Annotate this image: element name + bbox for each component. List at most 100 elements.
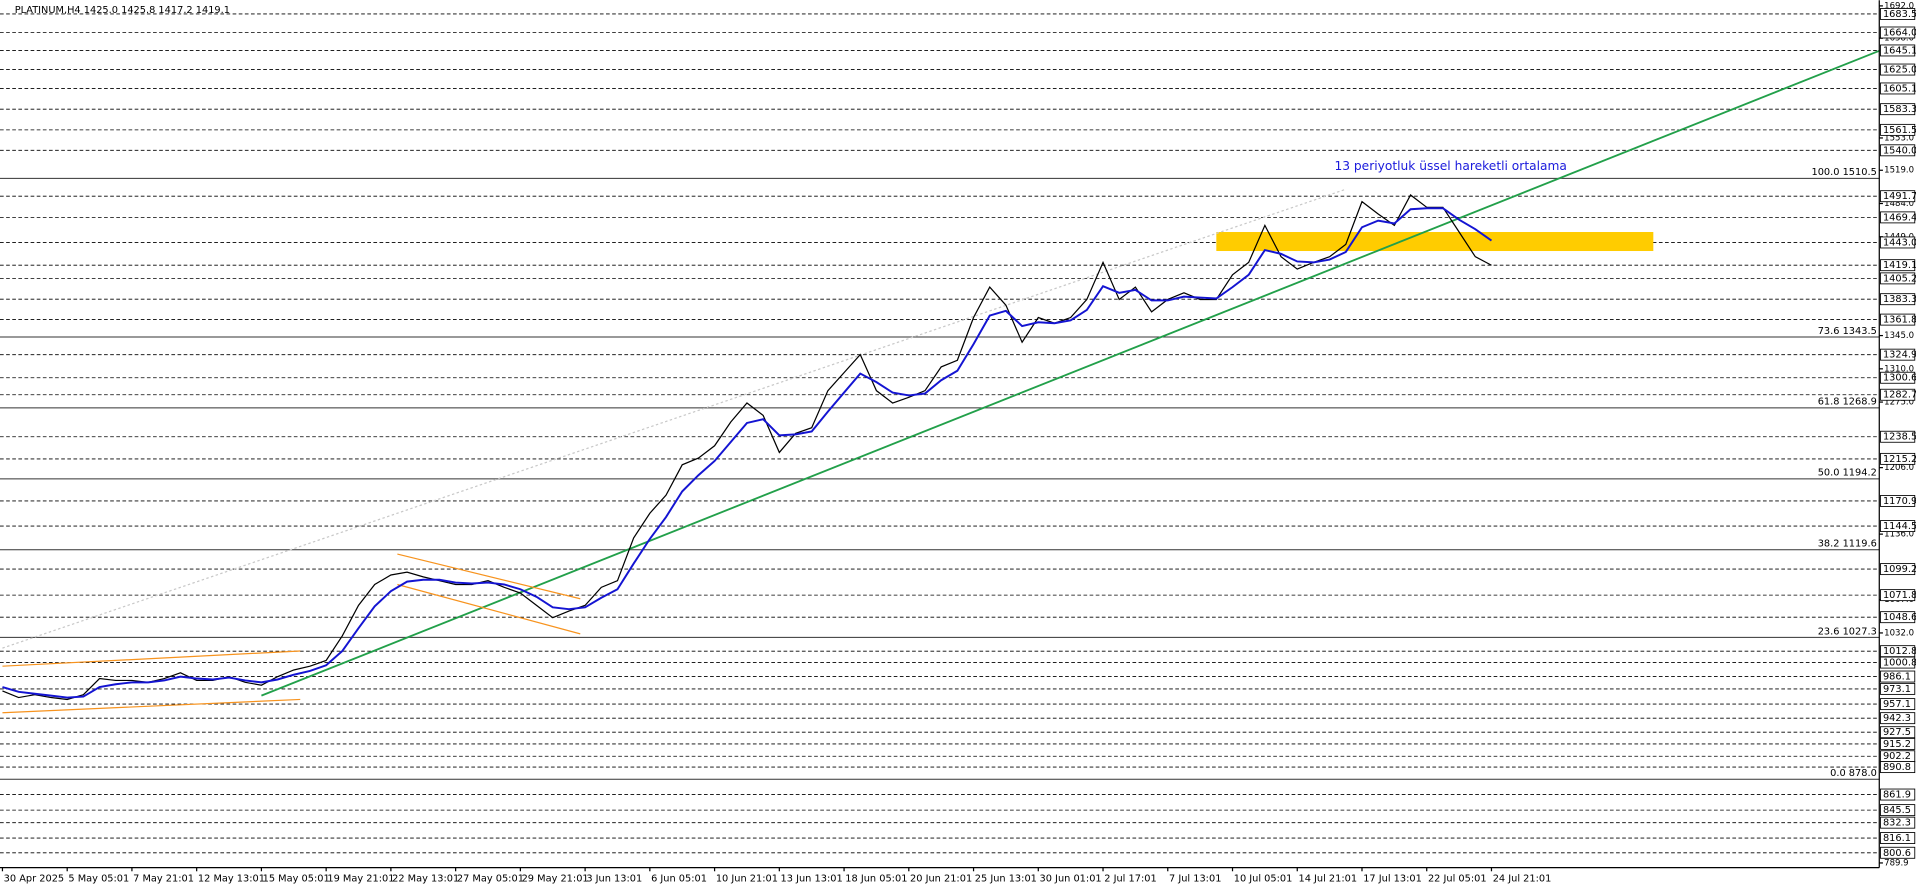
- level-label: 1491.7: [1883, 191, 1916, 202]
- level-label: 1443.0: [1883, 237, 1916, 248]
- x-tick-label: 19 May 21:01: [327, 874, 394, 885]
- level-box: [1880, 236, 1916, 249]
- level-box: [1880, 804, 1916, 817]
- chart-title: PLATINUM,H4 1425.0 1425.8 1417.2 1419.1: [15, 5, 230, 16]
- x-tick-label: 12 May 13:01: [198, 874, 265, 885]
- y-tick-label: 1519.0: [1884, 166, 1914, 176]
- level-box: [1880, 190, 1916, 203]
- level-box: [1880, 832, 1916, 844]
- level-box: [1880, 211, 1916, 224]
- level-label: 1282.7: [1883, 390, 1916, 401]
- x-tick-label: 2 Jul 17:01: [1104, 874, 1156, 885]
- level-box: [1880, 682, 1916, 695]
- x-tick-label: 14 Jul 21:01: [1298, 874, 1357, 885]
- level-box: [1880, 495, 1916, 507]
- y-tick-label: 1275.0: [1884, 398, 1914, 408]
- level-box: [1880, 611, 1916, 624]
- level-box: [1880, 589, 1916, 602]
- level-box: [1880, 26, 1916, 39]
- level-label: 1215.2: [1883, 454, 1916, 465]
- level-box: [1880, 670, 1916, 683]
- level-label: 1540.0: [1883, 145, 1916, 156]
- level-label: 890.8: [1883, 762, 1911, 773]
- level-label: 1238.5: [1883, 432, 1916, 443]
- level-label: 1144.5: [1883, 521, 1916, 532]
- y-tick-label: 1310.0: [1884, 364, 1914, 374]
- level-label: 1099.2: [1883, 564, 1916, 575]
- level-label: 957.1: [1883, 699, 1911, 710]
- y-tick-label: 1136.0: [1884, 530, 1914, 540]
- y-tick-label: 1658.0: [1884, 34, 1914, 44]
- level-label: 1561.5: [1883, 125, 1916, 136]
- level-label: 1012.8: [1883, 646, 1916, 657]
- level-label: 832.3: [1883, 818, 1911, 829]
- fib-label: 61.8 1268.9: [1818, 397, 1877, 408]
- x-tick-label: 3 Jun 13:01: [586, 874, 642, 885]
- level-label: 1469.4: [1883, 212, 1916, 223]
- level-box: [1880, 698, 1916, 711]
- x-tick-label: 29 May 21:01: [522, 874, 589, 885]
- level-box: [1880, 259, 1916, 272]
- level-box: [1880, 44, 1916, 57]
- level-box: [1880, 388, 1916, 401]
- x-tick-label: 27 May 05:01: [457, 874, 524, 885]
- level-box: [1880, 348, 1916, 361]
- level-label: 800.6: [1883, 848, 1911, 859]
- y-tick-label: 1484.0: [1884, 199, 1914, 209]
- level-label: 845.5: [1883, 805, 1911, 816]
- trend-line: [397, 553, 581, 600]
- fib-label: 100.0 1510.5: [1811, 167, 1876, 178]
- x-tick-label: 10 Jul 05:01: [1234, 874, 1293, 885]
- level-label: 1419.1: [1883, 260, 1916, 271]
- level-box: [1880, 430, 1916, 443]
- x-tick-label: 30 Apr 2025: [4, 874, 64, 885]
- level-box: [1880, 293, 1916, 306]
- level-label: 927.5: [1883, 727, 1911, 738]
- level-label: 1625.0: [1883, 65, 1916, 76]
- fib-label: 23.6 1027.3: [1818, 626, 1877, 637]
- level-label: 986.1: [1883, 672, 1911, 683]
- level-box: [1880, 8, 1916, 20]
- level-label: 1071.8: [1883, 590, 1916, 601]
- x-tick-label: 6 Jun 05:01: [651, 874, 707, 885]
- x-tick-label: 22 May 13:01: [392, 874, 459, 885]
- level-label: 1645.1: [1883, 45, 1916, 56]
- annotation: 13 periyotluk üssel hareketli ortalama: [1334, 159, 1566, 173]
- x-tick-label: 7 Jul 13:01: [1169, 874, 1221, 885]
- x-tick-label: 13 Jun 13:01: [781, 874, 843, 885]
- level-label: 915.2: [1883, 739, 1911, 750]
- level-box: [1880, 520, 1916, 532]
- level-box: [1880, 761, 1916, 774]
- x-tick-label: 20 Jun 21:01: [910, 874, 972, 885]
- level-label: 861.9: [1883, 790, 1911, 801]
- level-box: [1880, 846, 1916, 859]
- level-box: [1880, 144, 1916, 157]
- level-label: 1324.9: [1883, 350, 1916, 361]
- level-box: [1880, 656, 1916, 669]
- level-box: [1880, 712, 1916, 725]
- fib-label: 73.6 1343.5: [1818, 326, 1877, 337]
- x-tick-label: 18 Jun 05:01: [845, 874, 907, 885]
- level-label: 1683.5: [1883, 9, 1916, 20]
- level-label: 1664.0: [1883, 28, 1916, 39]
- level-box: [1880, 816, 1916, 829]
- trend-line: [2, 650, 301, 667]
- series-line: [2, 194, 1492, 701]
- trend-line: [2, 188, 1347, 649]
- level-box: [1880, 272, 1916, 285]
- level-label: 973.1: [1883, 684, 1911, 695]
- x-tick-label: 30 Jun 01:01: [1040, 874, 1102, 885]
- level-label: 1405.2: [1883, 273, 1916, 284]
- level-label: 1300.6: [1883, 373, 1916, 384]
- level-label: 1170.9: [1883, 496, 1916, 507]
- fib-label: 0.0 878.0: [1830, 768, 1877, 779]
- level-box: [1880, 313, 1916, 326]
- x-tick-label: 17 Jul 13:01: [1363, 874, 1422, 885]
- level-label: 1583.3: [1883, 104, 1916, 115]
- level-label: 1605.1: [1883, 83, 1916, 94]
- level-box: [1880, 123, 1916, 136]
- level-label: 902.2: [1883, 751, 1911, 762]
- level-box: [1880, 103, 1916, 116]
- level-box: [1880, 82, 1916, 95]
- y-tick-label: 1032.0: [1884, 628, 1914, 638]
